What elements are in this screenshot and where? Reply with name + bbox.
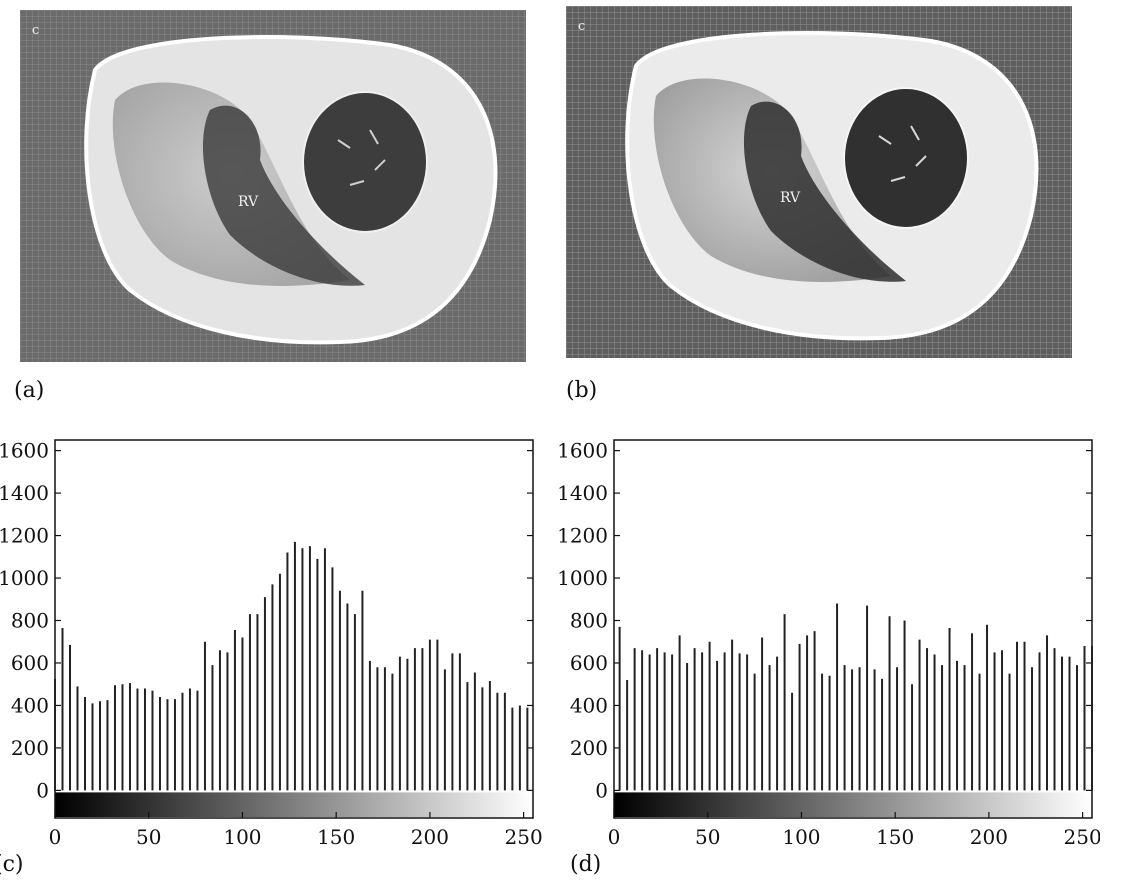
y-tick-label: 800 [11, 609, 49, 633]
y-tick-label: 600 [11, 651, 49, 675]
x-tick-label: 250 [1064, 825, 1100, 849]
panel-label-d: (d) [570, 852, 602, 877]
x-tick-label: 150 [876, 825, 914, 849]
x-tick-label: 200 [411, 825, 449, 849]
y-tick-label: 600 [570, 651, 608, 675]
panel-label-c: (c) [0, 852, 24, 877]
y-tick-label: 1000 [0, 566, 49, 590]
x-tick-label: 100 [223, 825, 261, 849]
grayscale-colorbar [55, 792, 533, 817]
y-tick-label: 1200 [0, 524, 49, 548]
x-tick-label: 0 [49, 825, 62, 849]
y-tick-label: 1600 [0, 439, 49, 463]
plot-frame [613, 439, 1093, 819]
cardiac-image-equalized: c RV [566, 6, 1072, 358]
y-tick-label: 800 [570, 609, 608, 633]
x-tick-label: 250 [505, 825, 543, 849]
plot-frame [54, 439, 534, 819]
y-tick-label: 1000 [557, 566, 608, 590]
corner-letter: c [578, 19, 585, 34]
x-tick-label: 0 [608, 825, 621, 849]
histogram-equalized: 0 200 400 600 800 1000 1200 1400 1600 0 50 100 150 20… [557, 439, 1100, 849]
histogram-original: 0 200 400 600 800 1000 1200 1400 1600 0 50 100 150 20… [0, 439, 543, 849]
y-tick-label: 0 [595, 778, 608, 802]
panel-label-b: (b) [566, 378, 598, 403]
x-tick-label: 50 [695, 825, 720, 849]
y-tick-label: 1200 [557, 524, 608, 548]
x-tick-label: 200 [970, 825, 1008, 849]
y-tick-label: 1600 [557, 439, 608, 463]
y-tick-label: 0 [36, 778, 49, 802]
panel-label-a: (a) [14, 378, 45, 403]
region-label: RV [238, 194, 259, 210]
y-tick-label: 1400 [0, 481, 49, 505]
x-tick-label: 50 [136, 825, 161, 849]
y-tick-label: 400 [570, 693, 608, 717]
grayscale-colorbar [614, 792, 1092, 817]
x-tick-label: 100 [782, 825, 820, 849]
corner-letter: c [32, 23, 39, 38]
x-tick-label: 150 [317, 825, 355, 849]
region-label: RV [780, 190, 801, 206]
y-tick-label: 200 [570, 736, 608, 760]
y-tick-label: 400 [11, 693, 49, 717]
y-tick-label: 1400 [557, 481, 608, 505]
y-tick-label: 200 [11, 736, 49, 760]
cardiac-image-original: c RV [20, 10, 526, 362]
